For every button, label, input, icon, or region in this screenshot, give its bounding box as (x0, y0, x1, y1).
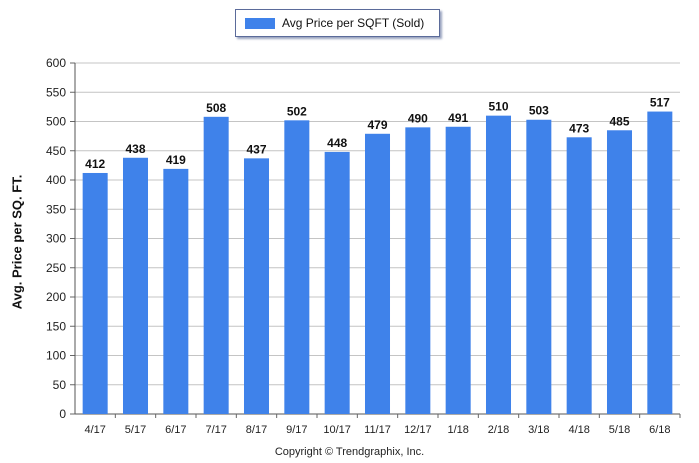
copyright-text: Copyright © Trendgraphix, Inc. (274, 446, 425, 458)
y-tick-label: 50 (53, 378, 67, 392)
x-tick-label: 4/17 (84, 424, 105, 436)
bar (405, 127, 431, 414)
bar (445, 126, 471, 414)
x-tick-label: 11/17 (364, 424, 391, 436)
y-tick-label: 350 (46, 202, 66, 216)
x-tick-label: 3/18 (528, 424, 549, 436)
data-label: 437 (246, 142, 266, 156)
y-axis-label: Avg. Price per SQ. FT. (9, 174, 25, 310)
data-label: 485 (609, 114, 629, 128)
y-tick-label: 200 (46, 290, 66, 304)
y-tick-label: 600 (46, 56, 66, 70)
bar (485, 115, 512, 415)
bar (606, 130, 633, 414)
bar (526, 119, 552, 415)
data-label: 473 (569, 121, 589, 135)
x-tick-label: 7/17 (205, 424, 226, 436)
y-tick-label: 150 (46, 319, 66, 333)
legend-swatch (245, 18, 275, 29)
x-tick-label: 1/18 (447, 424, 468, 436)
data-label: 419 (166, 153, 186, 167)
bar (284, 120, 310, 414)
bar (364, 133, 391, 414)
bar (243, 158, 270, 414)
bar (163, 168, 189, 414)
x-tick-label: 4/18 (568, 424, 589, 436)
y-tick-label: 400 (46, 173, 66, 187)
data-label: 508 (206, 101, 226, 115)
data-label: 503 (529, 104, 549, 118)
y-tick-label: 100 (46, 349, 66, 363)
data-label: 479 (367, 118, 387, 132)
y-tick-label: 250 (46, 261, 66, 275)
legend-label: Avg Price per SQFT (Sold) (282, 16, 425, 30)
y-tick-label: 0 (59, 407, 66, 421)
data-label: 517 (650, 96, 670, 110)
data-label: 502 (287, 104, 307, 118)
y-tick-label: 450 (46, 144, 66, 158)
data-label: 510 (488, 100, 508, 114)
data-label: 448 (327, 136, 347, 150)
y-tick-label: 300 (46, 232, 66, 246)
data-label: 438 (125, 142, 145, 156)
data-label: 412 (85, 157, 105, 171)
x-tick-label: 9/17 (286, 424, 307, 436)
x-tick-label: 10/17 (323, 424, 351, 436)
data-label: 491 (448, 111, 468, 125)
x-tick-label: 6/18 (649, 424, 670, 436)
x-tick-label: 8/17 (246, 424, 267, 436)
bar (122, 157, 149, 414)
y-tick-label: 550 (46, 85, 66, 99)
bar (324, 151, 350, 415)
bar (203, 116, 229, 414)
legend: Avg Price per SQFT (Sold) (235, 9, 440, 37)
x-tick-label: 6/17 (165, 424, 186, 436)
x-tick-label: 12/17 (404, 424, 432, 436)
data-label: 490 (408, 111, 428, 125)
bar (82, 172, 108, 414)
x-tick-label: 5/17 (125, 424, 146, 436)
x-tick-label: 2/18 (488, 424, 509, 436)
bar (566, 137, 592, 415)
y-tick-label: 500 (46, 115, 66, 129)
x-tick-label: 5/18 (609, 424, 630, 436)
bar (647, 111, 673, 415)
